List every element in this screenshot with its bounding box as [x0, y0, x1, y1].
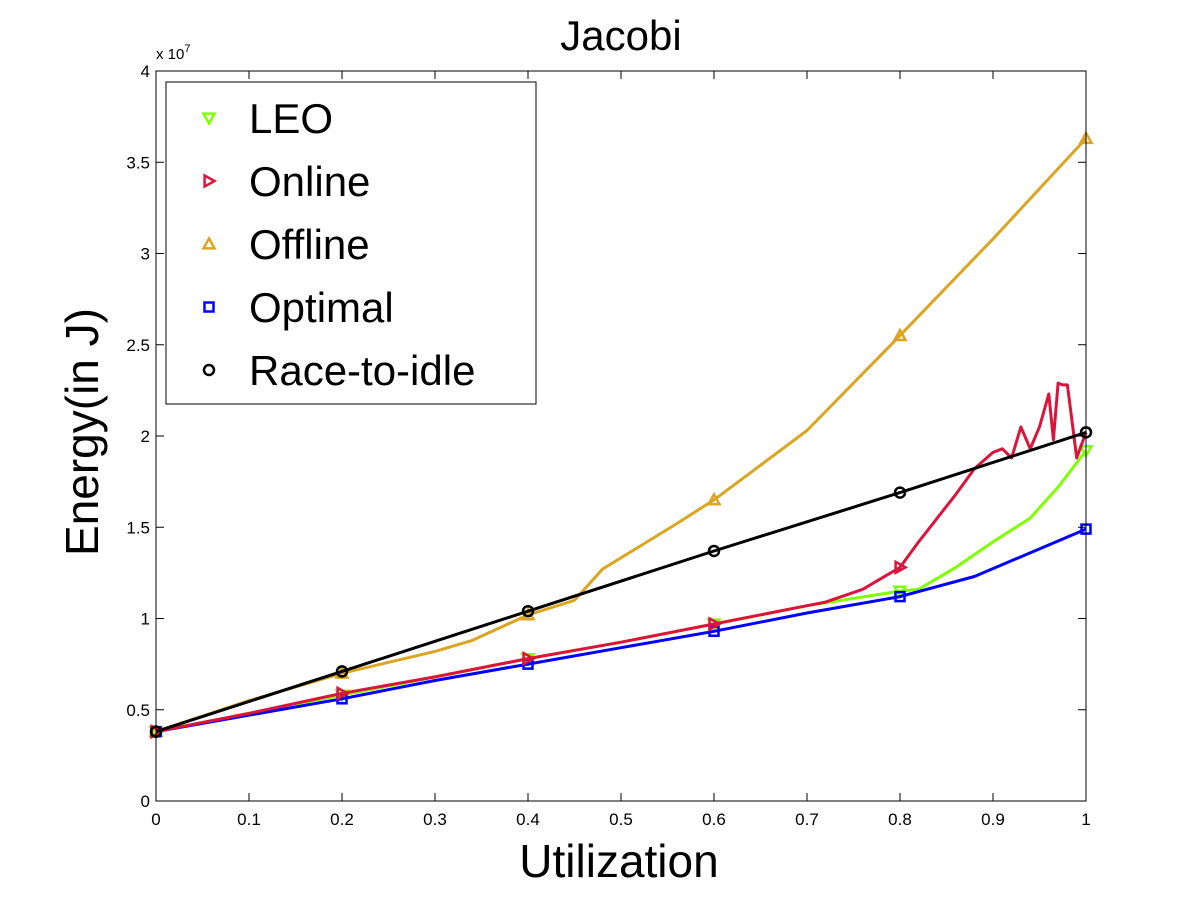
x-tick-label: 0.1 — [237, 810, 261, 829]
data-point — [335, 665, 349, 678]
data-point — [894, 559, 909, 576]
x-tick-label: 0.7 — [795, 810, 819, 829]
legend-item: Online — [203, 158, 370, 205]
y-tick-label: 2 — [141, 427, 150, 446]
data-point — [893, 486, 907, 499]
data-point — [892, 327, 908, 342]
legend-marker — [201, 235, 217, 250]
y-scale-multiplier: x 107 — [156, 43, 190, 63]
series-line — [155, 430, 1087, 734]
x-axis-label: Utilization — [519, 835, 718, 887]
legend-marker — [201, 112, 217, 127]
data-point — [706, 491, 722, 506]
data-point — [708, 616, 723, 632]
legend-label: Optimal — [249, 284, 394, 331]
y-tick-label: 0.5 — [126, 701, 150, 720]
legend-item: Optimal — [203, 284, 394, 331]
x-tick-label: 1 — [1081, 810, 1090, 829]
legend-marker — [203, 173, 218, 189]
y-tick-label: 4 — [141, 62, 150, 81]
ticks-layer: 0 0.1 0.2 0.3 0.4 0.5 0.6 0.7 0.8 0.9 1 0 0.5 1 1.5 2 2.… — [126, 62, 1090, 829]
x-tick-label: 0.8 — [888, 810, 912, 829]
y-axis-label: Energy(in J) — [56, 308, 108, 556]
series-line — [155, 137, 1088, 734]
x-tick-label: 0 — [151, 810, 160, 829]
data-point — [336, 685, 351, 701]
data-point — [521, 604, 535, 618]
legend-box — [165, 81, 537, 405]
x-tick-label: 0.4 — [516, 810, 540, 829]
x-tick-label: 0.5 — [609, 810, 633, 829]
x-tick-label: 0.2 — [330, 810, 354, 829]
legend-marker — [203, 301, 215, 313]
chart-title: Jacobi — [560, 12, 681, 59]
x-tick-label: 0.3 — [423, 810, 447, 829]
y-tick-label: 3 — [141, 245, 150, 264]
legend-label: Offline — [249, 221, 370, 268]
series-line — [155, 527, 1087, 734]
y-tick-label: 1 — [141, 610, 150, 629]
legend-marker — [202, 363, 216, 377]
y-scale-base: x 10 — [156, 46, 184, 63]
data-point — [707, 544, 721, 558]
legend-label: Online — [249, 158, 370, 205]
x-tick-label: 0.6 — [702, 810, 726, 829]
data-point — [894, 590, 906, 603]
legend: LEO Online Offline Optimal Race-to-idle — [165, 81, 537, 405]
y-tick-label: 3.5 — [126, 153, 150, 172]
x-tick-label: 0.9 — [981, 810, 1005, 829]
legend-item: LEO — [201, 95, 333, 142]
data-point — [522, 651, 537, 667]
y-tick-label: 0 — [141, 792, 150, 811]
legend-item: Race-to-idle — [202, 347, 475, 394]
legend-label: Race-to-idle — [249, 347, 475, 394]
legend-item: Offline — [201, 221, 370, 268]
y-tick-label: 1.5 — [126, 518, 150, 537]
series-race-to-idle — [149, 426, 1093, 738]
legend-label: LEO — [249, 95, 333, 142]
y-tick-label: 2.5 — [126, 336, 150, 355]
y-scale-exponent: 7 — [184, 43, 190, 55]
